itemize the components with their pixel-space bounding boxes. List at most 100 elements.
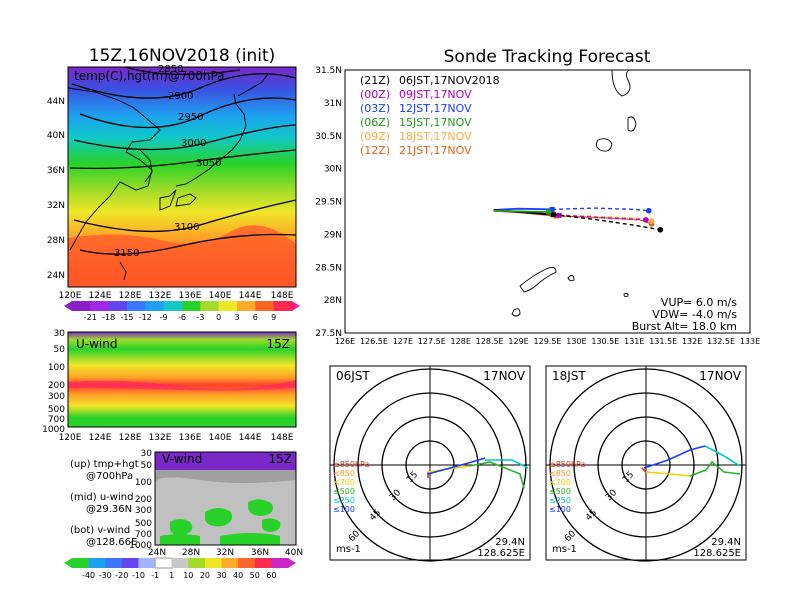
tracking-coastlines xyxy=(511,70,637,317)
wind-colorbar-swatch xyxy=(188,558,206,568)
legend-jst-06z: 15JST,17NOV xyxy=(399,116,472,129)
track-line-ascent xyxy=(493,209,549,213)
vwind-x-ticks: 24N 28N 32N 36N 40N xyxy=(148,548,303,558)
vwind-panel: V-wind 15Z 30 50 100 200 300 500 700 100… xyxy=(129,449,303,558)
level-le500: ≤500 xyxy=(333,487,355,496)
colorbar-tick-label: 0 xyxy=(216,313,221,322)
tracking-y-tick: 27.5N xyxy=(315,329,342,339)
legend-jst-21z: 06JST,17NOV2018 xyxy=(399,74,500,87)
map-x-tick: 144E xyxy=(239,291,262,301)
panel-notes: (up) tmp+hgt @700hPa (mid) u-wind @29.36… xyxy=(70,459,139,548)
wind-colorbar-swatch xyxy=(154,557,173,569)
wind-colorbar-tick-label: -30 xyxy=(99,571,112,580)
legend-jst-12z: 21JST,17NOV xyxy=(399,144,472,157)
colorbar-tick-label: 9 xyxy=(271,313,276,322)
colorbar-tick-label: -15 xyxy=(120,313,133,322)
wind-colorbar-tick-label: 20 xyxy=(200,571,210,580)
vwind-y-tick: 50 xyxy=(141,461,153,471)
map-x-tick: 136E xyxy=(179,291,202,301)
tracking-x-tick: 133E xyxy=(740,337,760,346)
vwind-x-tick: 36N xyxy=(251,548,269,558)
map-x-tick: 128E xyxy=(119,291,142,301)
note-bot-line2: @128.66E xyxy=(86,537,137,548)
colorbar-swatch xyxy=(90,301,110,311)
vwind-y-tick: 1000 xyxy=(129,541,152,551)
colorbar-swatch xyxy=(237,301,256,311)
track-line-ascent xyxy=(493,207,553,211)
uwind-y-ticks: 30 50 100 200 300 500 700 1000 xyxy=(42,329,65,435)
hodograph-left-unit: ms-1 xyxy=(336,544,361,555)
hodo-right-seg-250 xyxy=(704,445,741,467)
tracking-y-tick: 30N xyxy=(324,165,342,175)
level-le100: ≤100 xyxy=(549,505,571,514)
uwind-y-tick: 50 xyxy=(54,345,66,355)
hodograph-left-time: 06JST xyxy=(336,369,370,383)
hodograph-left-date: 17NOV xyxy=(483,369,525,383)
vwind-mid-band xyxy=(155,470,296,483)
uwind-jet-core xyxy=(68,380,296,391)
vwind-upper-band xyxy=(155,452,296,470)
coastlines xyxy=(67,73,269,281)
hodograph-right-trace xyxy=(641,445,741,477)
legend-utc-09z: (09Z) xyxy=(360,130,390,143)
map-x-tick: 148E xyxy=(271,291,294,301)
tracking-x-tick: 128E xyxy=(451,337,471,346)
hodograph-left-lon: 128.625E xyxy=(477,548,525,559)
note-mid-line2: @29.36N xyxy=(86,504,132,515)
level-le500: ≤500 xyxy=(549,487,571,496)
vwind-x-tick: 32N xyxy=(216,548,234,558)
uwind-x-tick: 124E xyxy=(89,433,112,443)
legend-utc-03z: (03Z) xyxy=(360,102,390,115)
wind-colorbar-tick-label: 60 xyxy=(266,571,276,580)
param-vup: VUP= 6.0 m/s xyxy=(661,296,737,309)
uwind-x-tick: 148E xyxy=(271,433,294,443)
wind-colorbar-swatch xyxy=(254,558,272,568)
wind-colorbar-swatch xyxy=(171,558,189,568)
wind-colorbar-swatch xyxy=(204,558,223,568)
map-panel-label: temp(C),hgt(m)@700hPa xyxy=(74,69,225,83)
colorbar-tick-label: -6 xyxy=(178,313,186,322)
hodo-right-seg-500 xyxy=(689,460,741,477)
vwind-label: V-wind xyxy=(162,452,202,466)
colorbar-swatches xyxy=(72,301,293,311)
vwind-x-tick: 40N xyxy=(285,548,303,558)
tracking-plot-area xyxy=(344,69,751,334)
colorbar-swatch xyxy=(108,301,128,311)
wind-colorbar-swatches xyxy=(72,557,289,569)
tracking-x-tick: 127.5E xyxy=(418,337,446,346)
legend-jst-03z: 12JST,17NOV xyxy=(399,102,472,115)
map-y-tick: 32N xyxy=(47,201,65,211)
hodograph-right: 15 30 45 60 18JST 17NOV 29.4N 128.625E m… xyxy=(545,365,747,562)
colorbar-tick-label: 3 xyxy=(234,313,239,322)
track-line-descent xyxy=(553,213,661,231)
colorbar-swatch xyxy=(200,301,220,311)
tracking-x-tick: 131E xyxy=(624,337,644,346)
colorbar-tick-label: -21 xyxy=(84,313,97,322)
contour-label-3000: 3000 xyxy=(181,138,206,149)
colorbar-tick-label: -3 xyxy=(196,313,204,322)
legend-utc-06z: (06Z) xyxy=(360,116,390,129)
contour-label-3150: 3150 xyxy=(114,248,139,259)
colorbar-tick-label: 6 xyxy=(253,313,258,322)
tracking-x-tick: 126.5E xyxy=(360,337,388,346)
uwind-y-tick: 500 xyxy=(48,405,65,415)
map-y-ticks: 44N 40N 36N 32N 28N 24N xyxy=(47,97,65,281)
contour-labels: 2850 2900 2950 3000 3050 3100 3150 xyxy=(114,64,221,259)
legend-jst-00z: 09JST,17NOV xyxy=(399,88,472,101)
wind-colorbar-tick-label: -40 xyxy=(82,571,95,580)
wind-colorbar-tick-label: -10 xyxy=(132,571,145,580)
uwind-time: 15Z xyxy=(267,337,291,351)
temperature-map-panel: temp(C),hgt(m)@700hPa 2850 2900 2950 300… xyxy=(47,64,297,301)
wind-colorbar-tick-label: 40 xyxy=(233,571,243,580)
uwind-x-tick: 144E xyxy=(239,433,262,443)
tracking-x-tick: 129E xyxy=(508,337,528,346)
tracking-panel: (21Z) 06JST,17NOV2018 (00Z) 09JST,17NOV … xyxy=(315,66,760,346)
note-mid-line1: (mid) u-wind xyxy=(70,492,133,503)
hodo-left-seg-500 xyxy=(469,461,525,489)
legend-utc-00z: (00Z) xyxy=(360,88,390,101)
map-y-tick: 28N xyxy=(47,236,65,246)
colorbar-swatch xyxy=(127,301,146,311)
note-up-line1: (up) tmp+hgt xyxy=(70,459,139,470)
level-le250: ≤250 xyxy=(549,496,571,505)
